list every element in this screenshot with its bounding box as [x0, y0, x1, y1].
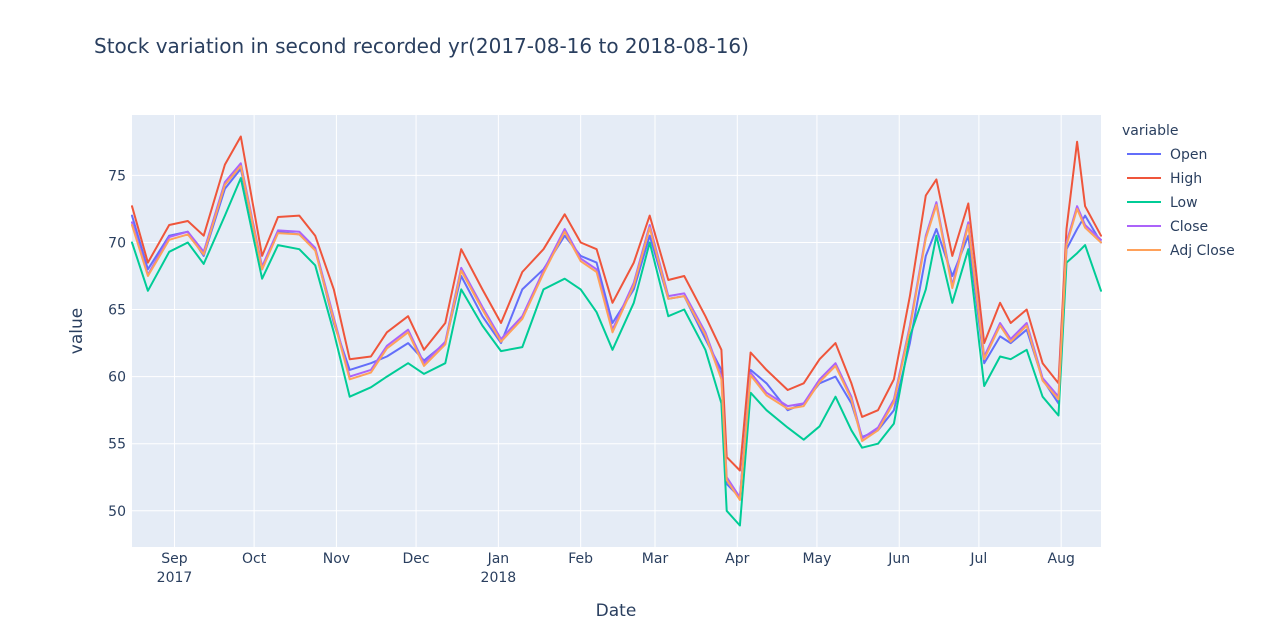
plot-background [132, 115, 1101, 547]
legend-item-label[interactable]: Adj Close [1170, 243, 1235, 259]
x-tick-label: Jan [487, 551, 510, 567]
x-tick-label: Nov [323, 551, 350, 567]
y-tick-label: 65 [108, 303, 126, 319]
x-tick-labels: Sep 2017 Oct Nov Dec Jan 2018 Feb Mar Apr May Jun Ju… [157, 551, 1075, 586]
x-tick-year-label: 2018 [481, 570, 517, 586]
y-tick-label: 55 [108, 437, 126, 453]
legend-items: Open High Low Close Adj Close [1127, 147, 1235, 259]
x-tick-label: Sep [161, 551, 188, 567]
x-axis-title: Date [596, 601, 637, 621]
series-line-adj-close [131, 165, 1102, 501]
legend-title: variable [1122, 123, 1178, 139]
y-axis-title: value [67, 308, 87, 354]
legend-item-label[interactable]: Low [1170, 195, 1198, 211]
series-line-low [131, 177, 1102, 527]
y-tick-label: 70 [108, 235, 126, 251]
x-tick-label: Mar [642, 551, 669, 567]
legend-item-label[interactable]: Close [1170, 219, 1208, 235]
x-tick-label: Feb [568, 551, 593, 567]
y-tick-labels: 50 55 60 65 70 75 [108, 168, 126, 519]
x-tick-label: May [802, 551, 831, 567]
legend-item-label[interactable]: Open [1170, 147, 1207, 163]
y-tick-label: 50 [108, 504, 126, 520]
y-tick-label: 75 [108, 168, 126, 184]
legend-item-label[interactable]: High [1170, 171, 1202, 187]
x-tick-year-label: 2017 [157, 570, 193, 586]
x-tick-label: Aug [1048, 551, 1075, 567]
x-tick-label: Jul [969, 551, 987, 567]
x-tick-label: Apr [725, 551, 749, 567]
x-tick-label: Oct [242, 551, 267, 567]
series-line-high [131, 135, 1102, 472]
series-lines [131, 135, 1102, 527]
chart-title: Stock variation in second recorded yr(20… [94, 34, 749, 58]
y-tick-label: 60 [108, 370, 126, 386]
x-tick-label: Dec [403, 551, 430, 567]
legend: variable Open High Low Close Adj Close [1122, 123, 1235, 259]
x-tick-label: Jun [887, 551, 910, 567]
